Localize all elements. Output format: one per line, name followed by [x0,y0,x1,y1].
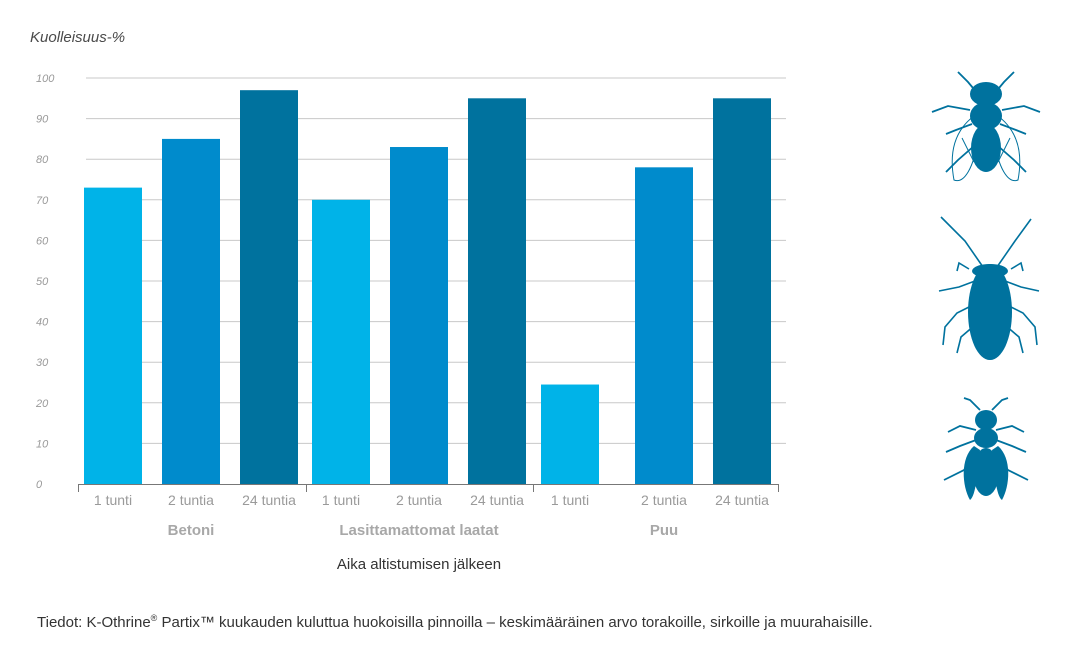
ant-icon [943,397,1029,500]
bar [390,147,448,484]
y-tick-label: 10 [36,438,49,450]
x-tick-label: 24 tuntia [242,492,296,508]
bar [240,90,298,485]
y-tick-label: 80 [36,154,49,166]
y-axis-ticks: 0 10 20 30 40 50 60 70 80 90 100 [35,73,55,491]
y-axis-title: Kuolleisuus-% [30,29,125,46]
x-tick-label: 1 tunti [94,492,132,508]
y-tick-label: 70 [36,195,49,207]
footnote: Tiedot: K-Othrine® Partix™ kuukauden kul… [37,613,873,631]
x-tick-label: 1 tunti [322,492,360,508]
bars [84,90,771,485]
bar [312,199,370,485]
bar [541,384,599,484]
group-label: Betoni [168,522,215,539]
footnote-text: Partix™ kuukauden kuluttua huokoisilla p… [157,614,873,631]
y-tick-label: 30 [36,357,49,369]
bar [468,98,526,485]
bar [635,167,693,484]
y-tick-label: 20 [35,398,49,410]
x-axis: 1 tunti 2 tuntia 24 tuntia Betoni 1 tunti 2 t… [78,484,779,539]
x-tick-label: 24 tuntia [715,492,769,508]
cockroach-icon [938,216,1040,360]
y-tick-label: 40 [36,317,49,329]
x-tick-label: 2 tuntia [396,492,442,508]
footnote-registered-mark: ® [150,613,158,623]
y-tick-label: 90 [36,114,49,126]
bar [162,138,220,484]
x-tick-label: 2 tuntia [641,492,687,508]
group-label: Puu [650,522,678,539]
x-tick-label: 2 tuntia [168,492,214,508]
x-axis-title: Aika altistumisen jälkeen [337,556,501,573]
y-tick-label: 100 [36,73,55,85]
fly-icon [931,71,1041,182]
mortality-bar-chart: Kuolleisuus-% 0 10 20 30 40 50 60 70 80 90 100 1 t… [30,29,786,573]
y-tick-label: 60 [36,235,49,247]
group-label: Lasittamattomat laatat [339,522,498,539]
x-tick-label: 1 tunti [551,492,589,508]
x-tick-label: 24 tuntia [470,492,524,508]
bar [713,98,771,485]
y-tick-label: 0 [36,479,43,491]
y-tick-label: 50 [36,276,49,288]
footnote-prefix: Tiedot: K-Othrine [37,614,151,631]
bar [84,187,142,484]
